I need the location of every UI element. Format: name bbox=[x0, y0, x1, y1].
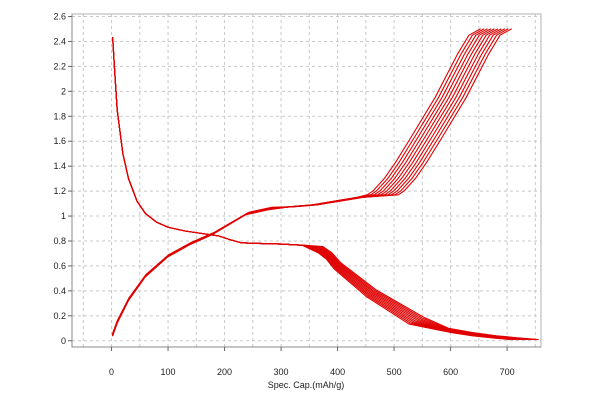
discharge-curve bbox=[112, 37, 536, 341]
grid-layer bbox=[72, 14, 541, 347]
y-tick-label: 2 bbox=[61, 86, 66, 96]
label-layer: Spec. Cap.(mAh/g) 0 0.2 0.4 0.6 0.8 1 1.2 1.4 1.… bbox=[53, 11, 514, 390]
discharge-curve bbox=[112, 37, 520, 341]
charge-curve bbox=[112, 28, 488, 336]
y-tick-label: 1 bbox=[61, 211, 66, 221]
charge-curve bbox=[112, 28, 505, 335]
charge-curve bbox=[112, 28, 495, 336]
discharge-curve bbox=[112, 37, 533, 341]
y-tick-label: 1.8 bbox=[53, 111, 66, 121]
x-axis-title: Spec. Cap.(mAh/g) bbox=[268, 380, 345, 390]
charge-curve bbox=[112, 28, 512, 334]
x-tick-label: 0 bbox=[109, 367, 114, 377]
y-tick-label: 2.6 bbox=[53, 11, 66, 21]
y-tick-label: 1.6 bbox=[53, 136, 66, 146]
y-tick-label: 1.2 bbox=[53, 186, 66, 196]
discharge-curve bbox=[112, 37, 517, 341]
y-tick-label: 2.4 bbox=[53, 36, 66, 46]
y-tick-label: 2.2 bbox=[53, 61, 66, 71]
charge-curve bbox=[112, 28, 509, 335]
axis-layer bbox=[68, 13, 542, 351]
charge-curve bbox=[112, 28, 499, 335]
y-tick-label: 0.2 bbox=[53, 311, 66, 321]
plot-frame bbox=[71, 13, 542, 348]
y-tick-label: 1.4 bbox=[53, 161, 66, 171]
x-tick-label: 200 bbox=[217, 367, 232, 377]
x-tick-label: 700 bbox=[500, 367, 515, 377]
y-tick-label: 0.6 bbox=[53, 261, 66, 271]
series-layer bbox=[112, 28, 539, 341]
discharge-curve bbox=[112, 37, 539, 341]
y-tick-label: 0.8 bbox=[53, 236, 66, 246]
x-tick-label: 300 bbox=[274, 367, 289, 377]
discharge-curve bbox=[112, 37, 524, 341]
y-tick-label: 0 bbox=[61, 336, 66, 346]
x-tick-label: 400 bbox=[330, 367, 345, 377]
x-tick-label: 100 bbox=[161, 367, 176, 377]
charge-curve bbox=[112, 28, 492, 336]
charge-curve bbox=[112, 28, 502, 335]
y-tick-label: 0.4 bbox=[53, 286, 66, 296]
x-tick-label: 500 bbox=[387, 367, 402, 377]
x-tick-label: 600 bbox=[443, 367, 458, 377]
